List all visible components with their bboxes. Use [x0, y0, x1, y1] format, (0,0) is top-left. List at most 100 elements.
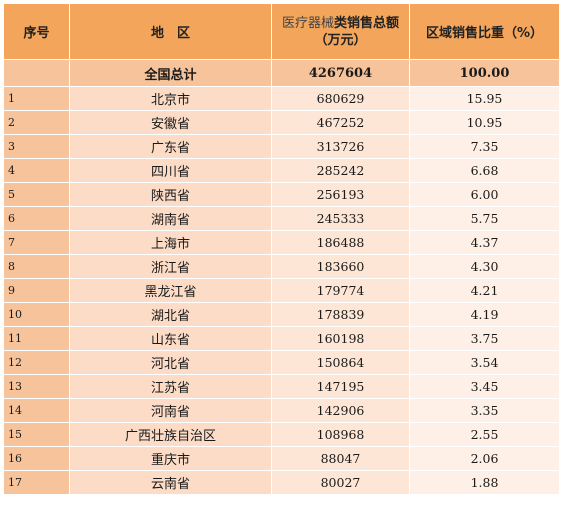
row-region: 上海市 [69, 230, 272, 255]
row-index: 6 [3, 206, 70, 231]
row-sales: 150864 [271, 350, 410, 375]
header-sales-unit: （万元） [314, 32, 367, 48]
table-row: 11 山东省 160198 3.75 [3, 326, 560, 351]
row-sales: 256193 [271, 182, 410, 207]
row-share: 4.19 [409, 302, 560, 327]
header-index: 序号 [3, 3, 70, 60]
row-share: 2.06 [409, 446, 560, 471]
row-index: 16 [3, 446, 70, 471]
table-row: 16 重庆市 88047 2.06 [3, 446, 560, 471]
total-label: 全国总计 [69, 59, 272, 87]
row-index: 7 [3, 230, 70, 255]
row-share: 6.00 [409, 182, 560, 207]
header-share: 区域销售比重（%） [409, 3, 560, 60]
row-sales: 183660 [271, 254, 410, 279]
header-sales-bold: 类销售总额 [334, 15, 400, 31]
row-sales: 680629 [271, 86, 410, 111]
header-row: 序号 地 区 医疗器械类销售总额 （万元） 区域销售比重（%） [3, 3, 560, 60]
row-region: 河南省 [69, 398, 272, 423]
row-region: 安徽省 [69, 110, 272, 135]
table-row: 1 北京市 680629 15.95 [3, 86, 560, 111]
row-share: 2.55 [409, 422, 560, 447]
total-sales: 4267604 [271, 59, 410, 87]
row-index: 8 [3, 254, 70, 279]
row-index: 12 [3, 350, 70, 375]
sales-table-container: 序号 地 区 医疗器械类销售总额 （万元） 区域销售比重（%） 全国总计 426… [3, 3, 560, 495]
row-share: 5.75 [409, 206, 560, 231]
row-share: 6.68 [409, 158, 560, 183]
header-sales: 医疗器械类销售总额 （万元） [271, 3, 410, 60]
table-row: 4 四川省 285242 6.68 [3, 158, 560, 183]
row-share: 3.54 [409, 350, 560, 375]
row-index: 5 [3, 182, 70, 207]
row-sales: 88047 [271, 446, 410, 471]
header-sales-light: 医疗器械 [281, 15, 334, 31]
row-index: 14 [3, 398, 70, 423]
table-row: 8 浙江省 183660 4.30 [3, 254, 560, 279]
table-row: 2 安徽省 467252 10.95 [3, 110, 560, 135]
row-region: 陕西省 [69, 182, 272, 207]
row-sales: 178839 [271, 302, 410, 327]
row-index: 17 [3, 470, 70, 495]
total-row: 全国总计 4267604 100.00 [3, 59, 560, 87]
row-share: 4.37 [409, 230, 560, 255]
row-share: 10.95 [409, 110, 560, 135]
row-sales: 179774 [271, 278, 410, 303]
table-row: 12 河北省 150864 3.54 [3, 350, 560, 375]
table-row: 14 河南省 142906 3.35 [3, 398, 560, 423]
row-index: 9 [3, 278, 70, 303]
table-row: 6 湖南省 245333 5.75 [3, 206, 560, 231]
row-region: 黑龙江省 [69, 278, 272, 303]
row-region: 广东省 [69, 134, 272, 159]
row-region: 重庆市 [69, 446, 272, 471]
table-row: 17 云南省 80027 1.88 [3, 470, 560, 495]
row-share: 3.45 [409, 374, 560, 399]
row-index: 11 [3, 326, 70, 351]
row-sales: 285242 [271, 158, 410, 183]
row-sales: 80027 [271, 470, 410, 495]
row-index: 4 [3, 158, 70, 183]
row-region: 江苏省 [69, 374, 272, 399]
row-region: 浙江省 [69, 254, 272, 279]
row-region: 湖北省 [69, 302, 272, 327]
row-index: 1 [3, 86, 70, 111]
row-index: 10 [3, 302, 70, 327]
table-row: 7 上海市 186488 4.37 [3, 230, 560, 255]
row-sales: 467252 [271, 110, 410, 135]
row-share: 7.35 [409, 134, 560, 159]
row-sales: 147195 [271, 374, 410, 399]
row-region: 四川省 [69, 158, 272, 183]
row-sales: 160198 [271, 326, 410, 351]
row-share: 1.88 [409, 470, 560, 495]
table-row: 10 湖北省 178839 4.19 [3, 302, 560, 327]
row-region: 湖南省 [69, 206, 272, 231]
row-region: 广西壮族自治区 [69, 422, 272, 447]
table-row: 3 广东省 313726 7.35 [3, 134, 560, 159]
row-sales: 313726 [271, 134, 410, 159]
row-index: 3 [3, 134, 70, 159]
row-index: 13 [3, 374, 70, 399]
header-region: 地 区 [69, 3, 272, 60]
row-sales: 245333 [271, 206, 410, 231]
row-region: 山东省 [69, 326, 272, 351]
row-sales: 108968 [271, 422, 410, 447]
row-share: 4.30 [409, 254, 560, 279]
table-row: 9 黑龙江省 179774 4.21 [3, 278, 560, 303]
row-region: 云南省 [69, 470, 272, 495]
row-region: 河北省 [69, 350, 272, 375]
row-share: 3.75 [409, 326, 560, 351]
table-row: 15 广西壮族自治区 108968 2.55 [3, 422, 560, 447]
row-region: 北京市 [69, 86, 272, 111]
row-index: 15 [3, 422, 70, 447]
table-row: 5 陕西省 256193 6.00 [3, 182, 560, 207]
row-share: 15.95 [409, 86, 560, 111]
table-row: 13 江苏省 147195 3.45 [3, 374, 560, 399]
row-share: 4.21 [409, 278, 560, 303]
row-sales: 186488 [271, 230, 410, 255]
row-sales: 142906 [271, 398, 410, 423]
row-index: 2 [3, 110, 70, 135]
total-index [3, 59, 70, 87]
regional-sales-table: 序号 地 区 医疗器械类销售总额 （万元） 区域销售比重（%） 全国总计 426… [3, 3, 560, 495]
total-share: 100.00 [409, 59, 560, 87]
row-share: 3.35 [409, 398, 560, 423]
